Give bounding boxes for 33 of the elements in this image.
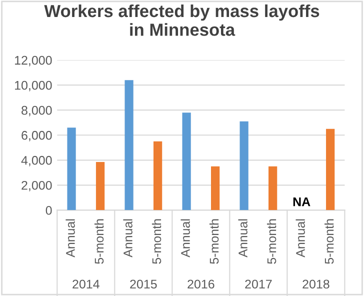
bar [153,141,162,210]
bar [210,166,220,210]
y-tick-label: 12,000 [15,56,52,66]
y-tick-label: 6,000 [22,130,52,142]
bar [96,162,105,210]
y-tick-label: 4,000 [21,156,52,166]
x-tick-label: 5-month [152,219,162,264]
x-tick-label: 5-month [266,219,276,264]
x-tick-label: Annual [238,219,248,258]
x-tick-label: Annual [296,219,305,258]
x-tick-label: 5-month [324,219,334,264]
y-tick-label: 2,000 [22,180,52,192]
x-tick-label: Annual [66,219,75,258]
x-tick-label: Annual [180,219,190,258]
text: 2016 [188,280,214,289]
x-tick-label: 5-month [94,219,104,264]
bar [326,128,335,210]
text: 2017 [245,280,272,289]
bar [240,121,248,210]
bar [182,112,191,210]
y-tick-label: 0 [46,206,52,215]
x-tick-label: 5-month [209,219,219,264]
text: 2015 [130,280,157,289]
bar [268,166,278,210]
chart-title: Workers affected by mass layoffs in Minnesota [44,4,320,36]
bar [67,128,76,210]
text: 2018 [302,280,330,289]
annotation: NA [293,197,310,206]
bar [124,80,134,210]
y-tick-label: 10,000 [15,80,52,92]
x-tick-label: Annual [123,219,132,258]
text: 2014 [72,280,100,289]
y-tick-label: 8,000 [22,106,52,116]
